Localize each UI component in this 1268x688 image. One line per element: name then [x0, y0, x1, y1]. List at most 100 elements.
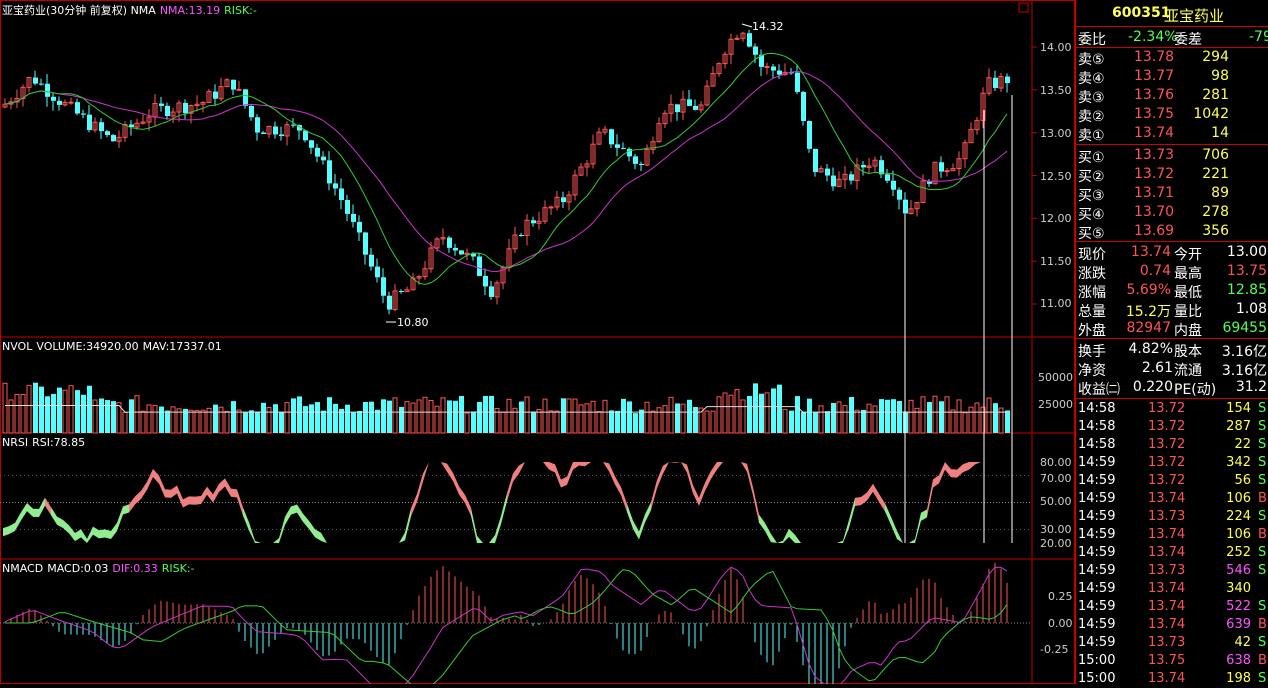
rsi-band	[471, 507, 477, 543]
volume-bar-down	[231, 401, 236, 433]
rsi-band	[225, 478, 231, 497]
bid-row: 买④ 13.70 278	[1076, 203, 1268, 223]
tick-side: S	[1258, 671, 1267, 686]
volume-bar-down	[687, 399, 692, 433]
tick-side: S	[1258, 437, 1267, 452]
tick-price: 13.72	[1148, 455, 1186, 470]
stock-title: 600351 亚宝药业	[1076, 4, 1268, 26]
kline-chart-area[interactable]: 亚宝药业(30分钟 前复权) NMA NMA:13.19 RISK:- NVOL VO…	[0, 0, 1075, 684]
candle-body-up	[500, 267, 506, 284]
divider	[1076, 144, 1268, 145]
tick-side: S	[1258, 455, 1267, 470]
ask-label: 卖③	[1078, 90, 1105, 106]
volume-bar-down	[483, 396, 488, 433]
candle-body-down	[825, 168, 830, 176]
volume-bar-up	[644, 401, 650, 434]
rsi-band	[495, 515, 501, 543]
stat-value: 13.74	[1130, 244, 1171, 260]
tick-time: 14:59	[1078, 545, 1116, 560]
rsi-band	[951, 469, 957, 478]
candle-body-up	[974, 119, 980, 131]
candle-body-up	[710, 73, 716, 87]
candle-body-down	[627, 148, 632, 157]
stat-label: 外盘	[1078, 323, 1106, 339]
volume-bar-down	[339, 408, 344, 433]
volume-bar-down	[249, 410, 254, 433]
volume-bar-up	[146, 404, 152, 434]
macd-value: MACD:0.03	[47, 562, 109, 575]
divider	[1076, 241, 1268, 242]
tick-side: S	[1258, 545, 1267, 560]
rsi-band	[645, 502, 651, 523]
stat-label: 最高	[1174, 266, 1202, 282]
candle-body-up	[734, 37, 740, 40]
rsi-band	[447, 463, 453, 482]
tick-volume: 22	[1234, 437, 1251, 452]
volume-bar-up	[716, 396, 722, 434]
tick-row: 14:59 13.73 42 S	[1076, 634, 1268, 652]
stock-code: 600351	[1112, 5, 1171, 21]
candle-body-down	[327, 160, 332, 184]
candle-body-down	[939, 162, 944, 172]
tick-side: S	[1258, 419, 1267, 434]
stat-value: 69455	[1222, 320, 1267, 336]
candle-body-down	[687, 99, 692, 106]
weicha-label: 委差	[1174, 32, 1202, 48]
quote-panel: 600351 亚宝药业 委比 -2.34% 委差 -79 卖⑤ 13.78 294 卖…	[1075, 0, 1268, 686]
rsi-band	[609, 463, 615, 485]
rsi-band	[627, 503, 633, 529]
candle-body-down	[753, 46, 758, 55]
tick-volume: 342	[1226, 455, 1251, 470]
candle-body-down	[357, 221, 362, 233]
volume-bar-down	[801, 411, 806, 433]
volume-bar-up	[416, 399, 422, 434]
candle-body-up	[62, 101, 68, 106]
rsi-band	[717, 462, 723, 470]
rsi-band	[51, 507, 57, 525]
ask-price: 13.77	[1134, 68, 1175, 84]
rsi-band	[183, 496, 189, 508]
rsi-band	[771, 534, 777, 543]
candle-body-down	[249, 105, 254, 118]
volume-bar-up	[512, 407, 518, 434]
divider	[1076, 398, 1268, 399]
candle-body-up	[584, 163, 590, 168]
candle-body-down	[303, 130, 308, 141]
candle-body-up	[92, 121, 98, 131]
candle-body-up	[980, 92, 986, 121]
tick-row: 14:59 13.74 639 B	[1076, 616, 1268, 634]
rsi-band	[579, 462, 585, 467]
volume-bar-up	[710, 410, 716, 434]
rsi-band	[309, 520, 315, 538]
tick-price: 13.74	[1148, 671, 1186, 686]
rsi-band	[213, 483, 219, 503]
volume-bar-down	[369, 401, 374, 433]
rsi-band	[129, 496, 135, 513]
kline-chart-canvas[interactable]	[0, 0, 1075, 684]
candle-body-down	[693, 105, 698, 110]
price-tick-label: 11.50	[1040, 255, 1072, 268]
candle-body-up	[842, 173, 848, 180]
volume-bar-down	[87, 385, 92, 433]
rsi-band	[147, 468, 153, 490]
candle-body-down	[771, 66, 776, 71]
rsi-title: NRSI	[2, 436, 29, 449]
volume-bar-up	[764, 392, 770, 434]
rsi-band	[111, 522, 117, 540]
rsi-band	[651, 480, 657, 511]
candle-body-up	[872, 159, 878, 167]
volume-bar-down	[675, 403, 680, 433]
rsi-band	[489, 535, 495, 543]
volume-bar-up	[578, 404, 584, 434]
candle-body-down	[273, 126, 278, 135]
stat-value: 5.69%	[1126, 282, 1171, 298]
stat-label: 总量	[1078, 304, 1106, 320]
tick-volume: 42	[1234, 635, 1251, 650]
rsi-band	[297, 504, 303, 522]
stat-value: 0.74	[1139, 263, 1171, 279]
tick-price: 13.72	[1148, 437, 1186, 452]
tick-row: 14:59 13.72 56 S	[1076, 472, 1268, 490]
rsi-band	[279, 516, 285, 543]
volume-bar-up	[410, 402, 416, 434]
candle-body-up	[698, 104, 704, 111]
